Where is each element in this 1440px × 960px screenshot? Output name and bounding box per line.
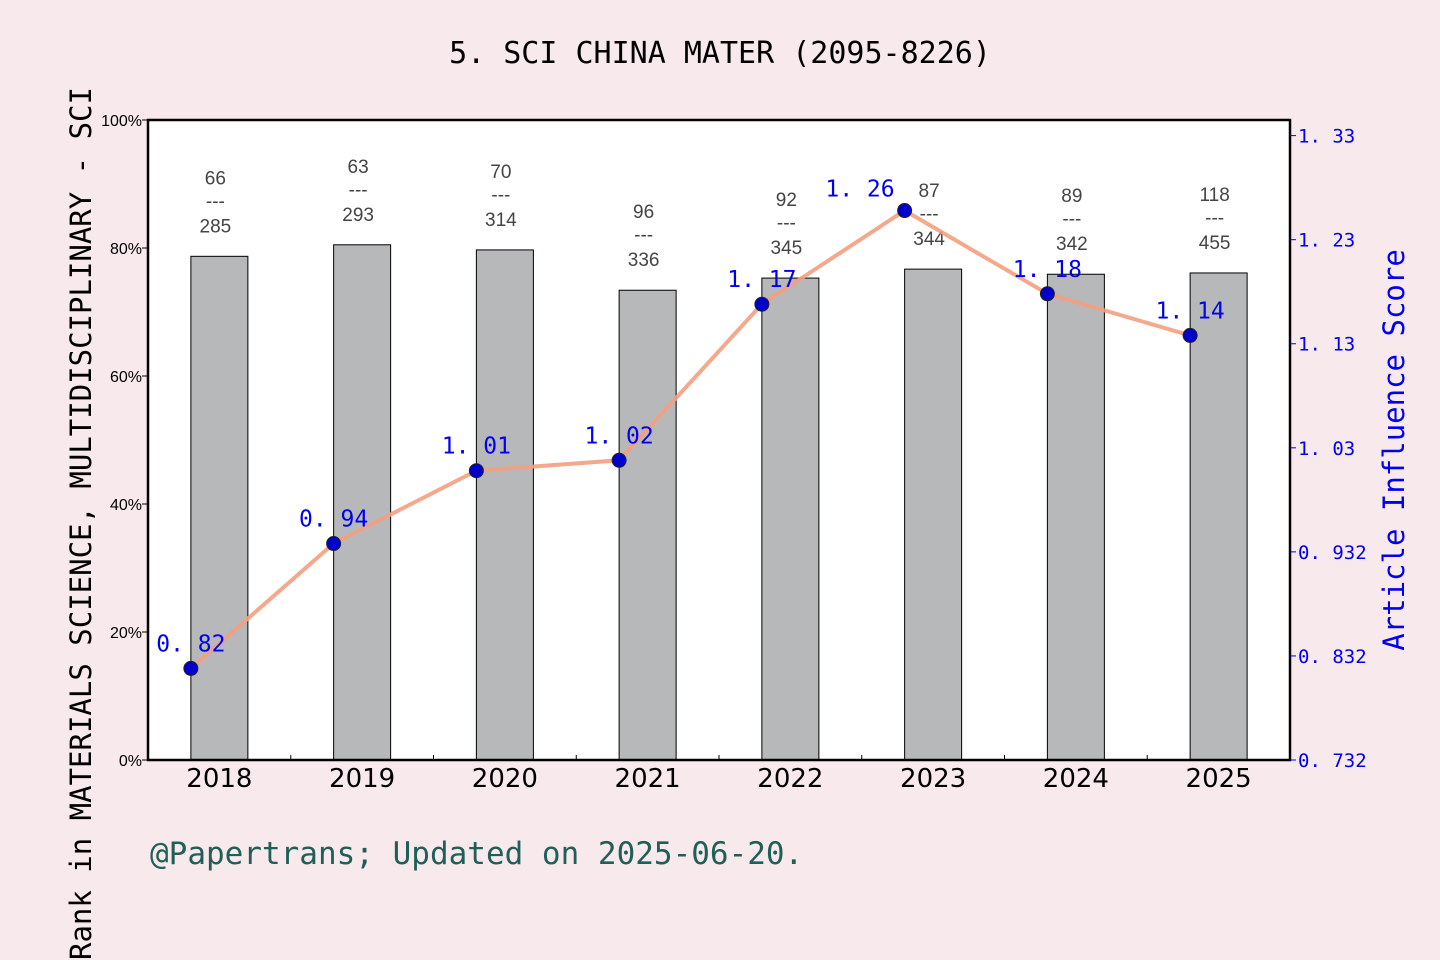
line-point bbox=[1039, 286, 1055, 302]
bar-2021 bbox=[618, 289, 677, 761]
bar-2020 bbox=[475, 249, 534, 761]
left-tick-label: 100% bbox=[101, 113, 142, 130]
point-label: 1. 17 bbox=[727, 267, 796, 293]
bar-2022 bbox=[761, 277, 820, 761]
point-label: 1. 02 bbox=[585, 423, 654, 449]
bar-2018 bbox=[190, 255, 249, 761]
right-tick-label: 0. 732 bbox=[1298, 750, 1367, 772]
line-point bbox=[897, 203, 913, 219]
line-point bbox=[1182, 327, 1198, 343]
rank-label: 70 bbox=[490, 162, 511, 183]
total-label: 345 bbox=[771, 238, 803, 259]
rank-label: 118 bbox=[1199, 185, 1229, 206]
line-point bbox=[326, 536, 342, 552]
bar-2023 bbox=[904, 268, 963, 761]
rank-label: 66 bbox=[205, 168, 226, 189]
right-tick-label: 1. 23 bbox=[1298, 230, 1355, 252]
x-tick-label: 2024 bbox=[1043, 764, 1109, 794]
chart-title: 5. SCI CHINA MATER (2095-8226) bbox=[449, 36, 991, 71]
left-tick-label: 80% bbox=[110, 241, 142, 258]
left-tick-label: 60% bbox=[110, 369, 142, 386]
right-tick-label: 1. 03 bbox=[1298, 438, 1355, 460]
line-point bbox=[611, 452, 627, 468]
x-tick-label: 2025 bbox=[1186, 764, 1252, 794]
right-tick-label: 1. 33 bbox=[1298, 126, 1355, 148]
rank-label: 92 bbox=[776, 190, 797, 211]
total-label: 344 bbox=[913, 229, 945, 250]
rank-label: 87 bbox=[919, 181, 940, 202]
left-tick-label: 20% bbox=[110, 625, 142, 642]
plot-frame bbox=[146, 118, 1292, 762]
point-label: 1. 14 bbox=[1156, 298, 1225, 324]
line-point bbox=[183, 660, 199, 676]
rank-separator: --- bbox=[1205, 208, 1224, 229]
point-label: 1. 01 bbox=[442, 434, 511, 460]
right-tick-label: 0. 832 bbox=[1298, 646, 1367, 668]
total-label: 314 bbox=[485, 210, 517, 231]
point-label: 1. 18 bbox=[1013, 257, 1082, 283]
rank-separator: --- bbox=[777, 213, 796, 234]
x-tick-label: 2020 bbox=[472, 764, 538, 794]
left-tick-label: 0% bbox=[119, 753, 142, 770]
total-label: 293 bbox=[342, 205, 374, 226]
x-tick-label: 2018 bbox=[186, 764, 252, 794]
total-label: 285 bbox=[200, 216, 232, 237]
point-label: 0. 82 bbox=[156, 631, 225, 657]
line-point bbox=[754, 296, 770, 312]
total-label: 455 bbox=[1199, 233, 1231, 254]
bar-2024 bbox=[1046, 273, 1105, 761]
left-tick-label: 40% bbox=[110, 497, 142, 514]
rank-label: 63 bbox=[348, 157, 369, 178]
rank-separator: --- bbox=[206, 191, 225, 212]
right-tick-label: 0. 932 bbox=[1298, 542, 1367, 564]
bar-2025 bbox=[1189, 272, 1248, 761]
rank-separator: --- bbox=[1062, 209, 1081, 230]
rank-label: 96 bbox=[633, 202, 654, 223]
rank-separator: --- bbox=[349, 180, 368, 201]
footer-credit: @Papertrans; Updated on 2025-06-20. bbox=[150, 836, 804, 872]
bar-2019 bbox=[333, 244, 392, 761]
line-point bbox=[468, 463, 484, 479]
rank-label: 89 bbox=[1061, 186, 1082, 207]
point-label: 1. 26 bbox=[825, 177, 894, 203]
line-series bbox=[189, 208, 1191, 670]
x-tick-label: 2019 bbox=[329, 764, 395, 794]
total-label: 336 bbox=[628, 250, 660, 271]
rank-separator: --- bbox=[491, 185, 510, 206]
rank-separator: --- bbox=[634, 225, 653, 246]
point-label: 0. 94 bbox=[299, 507, 368, 533]
total-label: 342 bbox=[1056, 234, 1088, 255]
x-tick-label: 2021 bbox=[615, 764, 681, 794]
plot-area bbox=[148, 120, 1290, 760]
x-tick-label: 2022 bbox=[757, 764, 823, 794]
right-tick-label: 1. 13 bbox=[1298, 334, 1355, 356]
x-tick-label: 2023 bbox=[900, 764, 966, 794]
